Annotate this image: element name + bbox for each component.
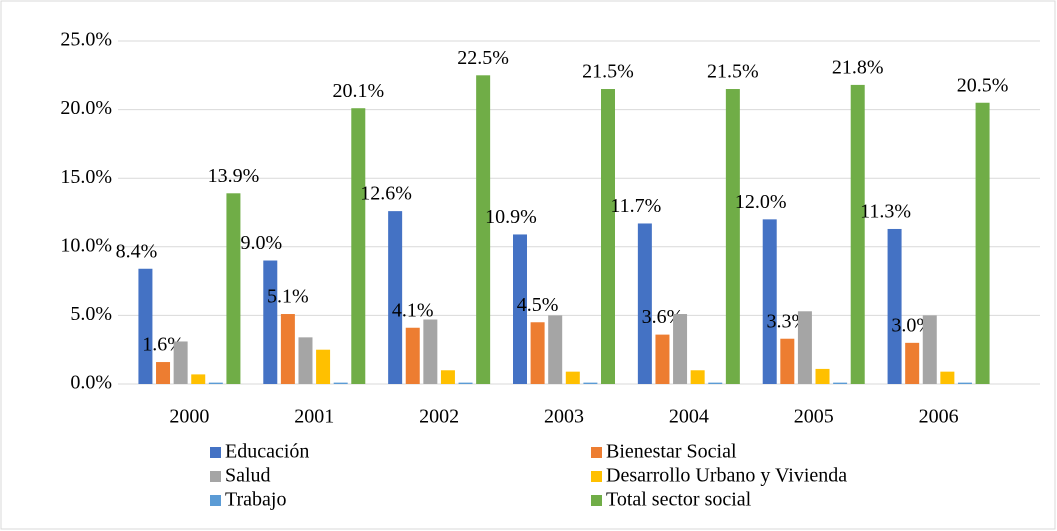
bar: [780, 338, 795, 384]
data-label: 20.1%: [332, 80, 384, 102]
bar: [316, 349, 331, 384]
bar: [298, 337, 313, 384]
data-label: 12.0%: [735, 191, 787, 213]
bar: [905, 342, 920, 384]
y-tick-label: 20.0%: [60, 97, 112, 119]
data-label: 3.3%: [766, 310, 808, 332]
bar: [922, 315, 937, 384]
bar: [458, 382, 473, 384]
data-label: 13.9%: [208, 165, 260, 187]
data-label: 21.5%: [707, 61, 759, 83]
y-tick-label: 15.0%: [60, 166, 112, 188]
data-label: 4.1%: [392, 299, 434, 321]
bar: [887, 228, 902, 384]
legend-swatch: [591, 447, 602, 458]
bar: [280, 314, 295, 384]
bar: [476, 75, 491, 385]
legend-label: Bienestar Social: [606, 441, 737, 463]
bar: [673, 314, 688, 384]
bar: [583, 382, 598, 384]
legend-swatch: [591, 495, 602, 506]
y-tick-label: 25.0%: [60, 29, 112, 51]
bar: [173, 341, 188, 384]
data-label: 12.6%: [360, 183, 412, 205]
x-tick-label: 2003: [544, 406, 584, 428]
bar: [548, 315, 563, 384]
bar: [833, 382, 848, 384]
data-label: 22.5%: [457, 47, 509, 69]
bar: [690, 370, 705, 384]
bar: [940, 371, 955, 384]
bar: [797, 311, 812, 384]
legend-swatch: [210, 471, 221, 482]
bar: [815, 368, 830, 384]
data-label: 3.6%: [642, 306, 684, 328]
bar: [637, 223, 652, 384]
bar: [226, 193, 241, 384]
data-label: 21.5%: [582, 61, 634, 83]
bar: [530, 322, 545, 384]
bar: [333, 382, 348, 384]
bar: [440, 370, 455, 384]
bar: [405, 327, 420, 384]
legend-label: Total sector social: [606, 489, 752, 511]
bar: [208, 382, 223, 384]
x-tick-label: 2001: [294, 406, 334, 428]
legend-label: Trabajo: [225, 489, 286, 511]
legend-label: Salud: [225, 465, 271, 487]
legend-label: Educación: [225, 441, 309, 463]
bar: [156, 362, 171, 384]
bar: [138, 268, 153, 384]
x-tick-label: 2005: [794, 406, 834, 428]
bar: [725, 89, 740, 385]
data-label: 20.5%: [957, 74, 1009, 96]
data-label: 10.9%: [485, 206, 537, 228]
bar: [351, 108, 366, 384]
data-label: 21.8%: [832, 56, 884, 78]
y-tick-label: 10.0%: [60, 234, 112, 256]
data-label: 11.7%: [610, 195, 661, 217]
legend-swatch: [591, 471, 602, 482]
bar: [513, 234, 527, 384]
bar: [423, 319, 438, 384]
x-tick-label: 2006: [919, 406, 959, 428]
x-tick-label: 2004: [669, 406, 709, 428]
data-label: 11.3%: [860, 201, 911, 223]
bar: [655, 334, 670, 384]
bar: [191, 374, 206, 384]
bar: [388, 211, 403, 384]
y-tick-label: 5.0%: [70, 303, 112, 325]
data-label: 5.1%: [267, 286, 309, 308]
bar: [850, 84, 865, 385]
bar: [601, 89, 615, 385]
legend-swatch: [210, 447, 221, 458]
y-tick-label: 0.0%: [70, 372, 112, 394]
data-label: 4.5%: [517, 294, 559, 316]
bar: [957, 382, 972, 384]
legend-swatch: [210, 495, 221, 506]
data-label: 9.0%: [240, 232, 282, 254]
x-tick-label: 2000: [169, 406, 209, 428]
bar: [263, 260, 278, 384]
data-label: 1.6%: [142, 334, 184, 356]
bar: [975, 102, 990, 385]
x-tick-label: 2002: [419, 406, 459, 428]
legend-label: Desarrollo Urbano y Vivienda: [606, 465, 847, 487]
bar: [708, 382, 723, 384]
data-label: 3.0%: [891, 314, 933, 336]
data-label: 8.4%: [116, 240, 158, 262]
bar: [565, 371, 580, 384]
bar: [762, 219, 777, 384]
